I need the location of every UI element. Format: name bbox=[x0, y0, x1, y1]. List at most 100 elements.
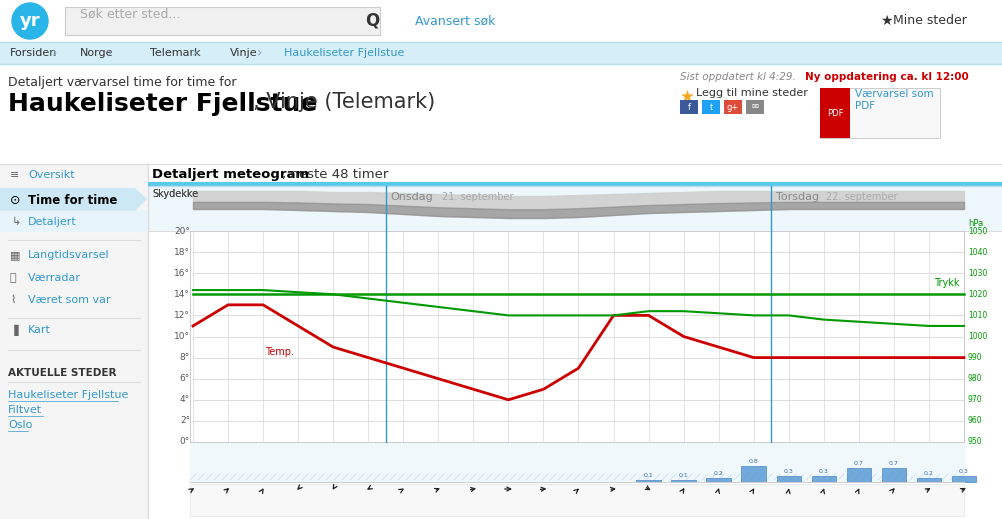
Text: 0.2: 0.2 bbox=[713, 471, 723, 476]
Text: ▦: ▦ bbox=[10, 250, 20, 260]
Text: yr: yr bbox=[20, 12, 40, 30]
Text: Time for time: Time for time bbox=[28, 194, 117, 207]
Text: Oslo: Oslo bbox=[8, 420, 32, 430]
Text: g+: g+ bbox=[726, 102, 739, 112]
Text: Onsdag: Onsdag bbox=[391, 192, 434, 202]
Text: Søk etter sted...: Søk etter sted... bbox=[80, 8, 180, 21]
Text: t: t bbox=[709, 102, 712, 112]
Bar bbox=[820, 88, 940, 138]
Text: 0.7: 0.7 bbox=[854, 461, 864, 466]
Text: 1020: 1020 bbox=[968, 290, 987, 299]
Text: Norge: Norge bbox=[80, 48, 113, 58]
Bar bbox=[917, 478, 941, 482]
Text: AKTUELLE STEDER: AKTUELLE STEDER bbox=[8, 368, 116, 378]
Text: Skydekke: Skydekke bbox=[152, 189, 198, 199]
Bar bbox=[812, 476, 836, 482]
Bar bbox=[847, 468, 871, 482]
Text: 980: 980 bbox=[968, 374, 983, 383]
Text: Oversikt: Oversikt bbox=[28, 170, 74, 180]
Bar bbox=[671, 480, 696, 482]
Text: 0.7: 0.7 bbox=[889, 461, 899, 466]
Text: 22. september: 22. september bbox=[827, 192, 898, 202]
Circle shape bbox=[12, 3, 48, 39]
Text: 950: 950 bbox=[968, 438, 983, 446]
Text: 0.8: 0.8 bbox=[748, 459, 759, 464]
Text: Sist oppdatert kl 4:29.: Sist oppdatert kl 4:29. bbox=[680, 72, 796, 82]
Text: Mine steder: Mine steder bbox=[893, 15, 967, 28]
Text: 0.2: 0.2 bbox=[924, 471, 934, 476]
Text: ⌖: ⌖ bbox=[10, 273, 17, 283]
Text: Ny oppdatering ca. kl 12:00: Ny oppdatering ca. kl 12:00 bbox=[805, 72, 969, 82]
Text: ›: › bbox=[257, 46, 263, 60]
Polygon shape bbox=[0, 188, 147, 211]
Text: Haukeliseter Fjellstue: Haukeliseter Fjellstue bbox=[284, 48, 405, 58]
Bar bbox=[148, 186, 1002, 231]
Bar bbox=[952, 476, 976, 482]
Text: Detaljert værvarsel time for time for: Detaljert værvarsel time for time for bbox=[8, 76, 236, 89]
Text: Forsiden: Forsiden bbox=[10, 48, 57, 58]
Text: Torsdag: Torsdag bbox=[777, 192, 820, 202]
Text: 21. september: 21. september bbox=[442, 192, 513, 202]
Bar bbox=[882, 468, 906, 482]
Text: Været som var: Været som var bbox=[28, 295, 110, 305]
Text: PDF: PDF bbox=[827, 108, 844, 117]
Text: Vinje: Vinje bbox=[230, 48, 258, 58]
Text: 960: 960 bbox=[968, 416, 983, 426]
Bar bbox=[0, 164, 1002, 519]
Text: hPa: hPa bbox=[968, 218, 983, 227]
Bar bbox=[190, 484, 964, 516]
Bar bbox=[636, 480, 661, 482]
Bar bbox=[746, 100, 764, 114]
Bar bbox=[0, 0, 1002, 42]
Text: Avansert søk: Avansert søk bbox=[415, 15, 495, 28]
Text: Legg til mine steder: Legg til mine steder bbox=[696, 88, 808, 98]
Bar bbox=[0, 210, 148, 232]
Bar bbox=[724, 100, 742, 114]
Text: 990: 990 bbox=[968, 353, 983, 362]
Text: ↳: ↳ bbox=[12, 217, 21, 227]
Text: 0.1: 0.1 bbox=[678, 473, 688, 478]
Text: ›: › bbox=[192, 46, 197, 60]
Text: 2°: 2° bbox=[180, 416, 190, 426]
Bar bbox=[777, 476, 801, 482]
Text: 0.3: 0.3 bbox=[784, 469, 794, 474]
Text: ›: › bbox=[107, 46, 112, 60]
Text: 0.3: 0.3 bbox=[959, 469, 969, 474]
Text: 14°: 14° bbox=[174, 290, 190, 299]
Text: Telemark: Telemark bbox=[150, 48, 200, 58]
Text: ›: › bbox=[52, 46, 57, 60]
Text: 6°: 6° bbox=[179, 374, 190, 383]
Text: ▐: ▐ bbox=[10, 324, 18, 336]
Bar bbox=[680, 100, 698, 114]
Bar bbox=[148, 182, 1002, 186]
Text: ≡: ≡ bbox=[10, 170, 19, 180]
Bar bbox=[0, 164, 148, 519]
Text: Filtvet: Filtvet bbox=[8, 405, 42, 415]
Text: Skydekke: Skydekke bbox=[152, 189, 198, 199]
Text: 0.3: 0.3 bbox=[819, 469, 829, 474]
Text: , neste 48 timer: , neste 48 timer bbox=[282, 168, 389, 181]
Text: 8°: 8° bbox=[179, 353, 190, 362]
Text: 1050: 1050 bbox=[968, 226, 987, 236]
Bar bbox=[741, 466, 766, 482]
Text: ★: ★ bbox=[680, 88, 694, 106]
Bar bbox=[706, 478, 730, 482]
Text: Kart: Kart bbox=[28, 325, 51, 335]
Text: 16°: 16° bbox=[174, 269, 190, 278]
Text: Detaljert: Detaljert bbox=[28, 217, 77, 227]
Text: 18°: 18° bbox=[174, 248, 190, 256]
Bar bbox=[190, 442, 966, 482]
Text: Detaljert meteogram: Detaljert meteogram bbox=[152, 168, 310, 181]
Text: ✉: ✉ bbox=[752, 102, 759, 112]
Text: 1010: 1010 bbox=[968, 311, 987, 320]
Text: Værvarsel som
PDF: Værvarsel som PDF bbox=[855, 89, 934, 111]
Text: Langtidsvarsel: Langtidsvarsel bbox=[28, 250, 109, 260]
Bar bbox=[702, 100, 720, 114]
Text: Temp.: Temp. bbox=[266, 347, 295, 357]
Text: Haukeliseter Fjellstue: Haukeliseter Fjellstue bbox=[8, 390, 128, 400]
Bar bbox=[148, 231, 1002, 487]
Text: Haukeliseter Fjellstue: Haukeliseter Fjellstue bbox=[8, 92, 318, 116]
Text: ⊙: ⊙ bbox=[10, 194, 20, 207]
Text: 0.1: 0.1 bbox=[643, 473, 653, 478]
Bar bbox=[190, 231, 964, 442]
